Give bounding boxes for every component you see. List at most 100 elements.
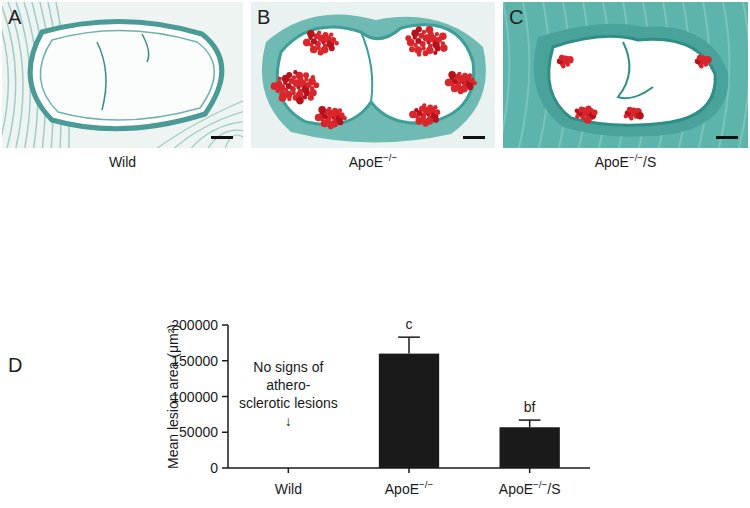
micrograph [251, 2, 495, 148]
error-stem [529, 420, 531, 427]
x-tick-label: ApoE−/−/S [499, 479, 561, 497]
stain-spot [433, 51, 437, 55]
stain-spot [627, 107, 633, 113]
error-stem [408, 337, 410, 353]
stain-spot [332, 108, 338, 114]
stain-spot [433, 117, 439, 123]
panel-label: D [8, 354, 22, 376]
error-bar [398, 337, 420, 353]
stain-spot [416, 26, 422, 32]
vessel-wall [262, 14, 486, 142]
stain-spot [697, 55, 703, 61]
stain-spot [448, 71, 456, 79]
bars [379, 337, 560, 468]
stain-spot [458, 88, 464, 94]
error-cap [519, 419, 541, 421]
stain-spot [315, 114, 323, 122]
valve-leaflet [361, 32, 372, 102]
stain-spot [318, 106, 326, 114]
vessel-lumen [549, 36, 715, 125]
stain-spot [624, 114, 628, 118]
stain-spot [337, 119, 343, 125]
panel-caption: Wild [109, 154, 136, 170]
stain-spot [308, 95, 314, 101]
bar [379, 354, 439, 468]
y-tick [222, 432, 228, 434]
stain-spot [321, 120, 329, 128]
stain-spot [440, 44, 448, 52]
micrograph [2, 2, 243, 148]
stain-spot [409, 46, 415, 52]
stain-spot [457, 72, 461, 76]
stain-spot [329, 32, 333, 36]
y-tick-label: 0 [210, 460, 218, 476]
stain-spot [417, 52, 421, 56]
stain-spot [271, 82, 279, 90]
x-tick [529, 468, 531, 473]
stain-spot [317, 30, 321, 34]
stain-spot [415, 117, 423, 125]
stain-spot [329, 45, 335, 51]
annotation: sclerotic lesions [239, 395, 338, 411]
y-tick [222, 396, 228, 398]
y-tick [222, 360, 228, 362]
figure: AWildBApoE−/−CApoE−/−/SD0500001000001500… [0, 0, 750, 508]
scale-bar [463, 136, 485, 139]
stain-spot [467, 84, 473, 90]
y-tick [222, 467, 228, 469]
vessel-lumen [277, 25, 473, 125]
vessel-wall [30, 21, 222, 128]
stain-spot [575, 109, 579, 113]
tissue-fiber [738, 2, 748, 148]
stain-spot [286, 72, 292, 78]
stain-spot [462, 73, 468, 79]
stain-spot [566, 56, 574, 64]
tissue-bg [503, 2, 748, 148]
x-tick [288, 468, 290, 473]
x-tick [408, 468, 410, 473]
stain-spot [427, 105, 433, 111]
micrograph-content [251, 2, 495, 148]
stain-spot [328, 123, 334, 129]
stain-spot [561, 64, 565, 68]
stain-spot [303, 39, 311, 47]
tissue-fiber [8, 2, 23, 148]
panel-label: C [509, 6, 523, 28]
bar [500, 427, 560, 468]
tissue-fiber [206, 130, 243, 148]
stain-spot [287, 97, 291, 101]
x-tick-label: ApoE−/− [385, 479, 434, 497]
stain-spot [435, 32, 439, 36]
stain-spot [318, 50, 324, 56]
stain-spot [313, 82, 319, 88]
tissue-fiber [188, 121, 243, 148]
bar [258, 468, 318, 469]
stain-spot [579, 106, 585, 112]
stain-spot [307, 30, 315, 38]
stain-spot [279, 94, 287, 102]
stain-spot [699, 64, 703, 68]
vessel-wall [534, 24, 728, 137]
stain-spot [433, 105, 437, 109]
stain-spot [303, 72, 309, 78]
stain-spot [327, 107, 331, 111]
tissue-bg [251, 2, 495, 148]
stain-spot [422, 30, 426, 34]
panel-label: B [257, 6, 270, 28]
panel-caption: ApoE−/− [349, 152, 398, 170]
stain-spot [296, 97, 304, 105]
stain-spot [323, 32, 329, 38]
stain-spot [439, 32, 447, 40]
scale-bar [716, 136, 738, 139]
panel-caption: ApoE−/−/S [595, 152, 657, 170]
y-tick-label: 50000 [179, 424, 218, 440]
scale-bar [211, 136, 233, 139]
stain-spot [636, 112, 644, 120]
stain-spot [277, 77, 281, 81]
stain-spot [575, 114, 579, 118]
valve-leaflet [97, 34, 149, 110]
annotation: No signs of [253, 359, 323, 375]
stain-spot [405, 35, 411, 41]
stain-spot [704, 56, 712, 64]
stain-spot [586, 105, 592, 111]
